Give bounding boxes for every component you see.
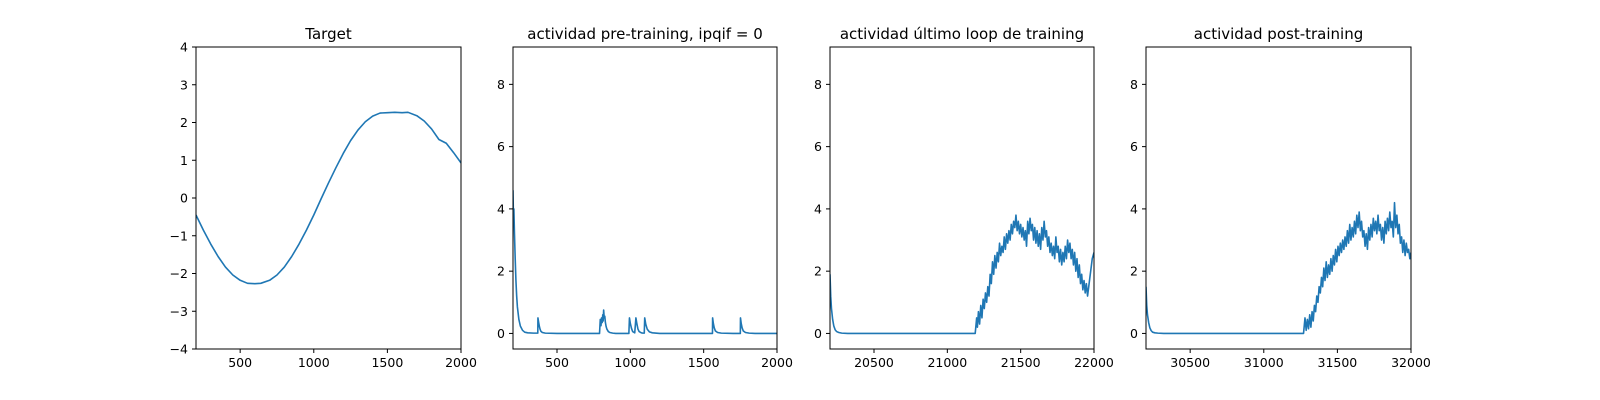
x-tick-label: 32000: [1391, 355, 1431, 370]
x-tick-label: 1500: [688, 355, 720, 370]
series-line: [830, 214, 1094, 335]
subplot-last-training-loop: 20500 21000 21500 22000 0 2 4 6 8 actividad últim…: [814, 25, 1114, 370]
y-tick-label: 0: [497, 326, 505, 341]
y-tick-label: 0: [814, 326, 822, 341]
series-line: [196, 111, 461, 285]
y-tick-label: 6: [1130, 139, 1138, 154]
x-tick-label: 2000: [761, 355, 793, 370]
x-tick-label: 30500: [1170, 355, 1210, 370]
chart-title: actividad post-training: [1194, 25, 1363, 43]
chart-title: Target: [304, 25, 352, 43]
x-tick-label: 1500: [371, 355, 403, 370]
chart-title: actividad pre-training, ipqif = 0: [527, 25, 763, 43]
x-tick-label: 31000: [1244, 355, 1284, 370]
chart-title: actividad último loop de training: [840, 25, 1084, 43]
x-tick-label: 500: [228, 355, 252, 370]
series-line: [1146, 201, 1411, 335]
y-tick-label: 1: [180, 153, 188, 168]
subplot-target: 500 1000 1500 2000 −4 −3 −2 −1 0 1 2 3 4 Target: [170, 25, 477, 370]
subplot-pre-training: 500 1000 1500 2000 0 2 4 6 8 actividad pre-traini…: [497, 25, 793, 370]
series-line: [513, 190, 777, 335]
y-tick-label: 4: [180, 40, 188, 55]
x-tick-label: 2000: [445, 355, 477, 370]
y-tick-label: 4: [497, 201, 505, 216]
axes-frame: [1145, 46, 1412, 350]
x-tick-label: 31500: [1318, 355, 1358, 370]
x-tick-label: 20500: [854, 355, 894, 370]
x-tick-label: 1000: [298, 355, 330, 370]
y-tick-label: 8: [1130, 77, 1138, 92]
x-tick-label: 21500: [1001, 355, 1041, 370]
y-tick-label: 0: [1130, 326, 1138, 341]
y-tick-label: 6: [497, 139, 505, 154]
y-tick-label: 2: [497, 264, 505, 279]
y-tick-label: 4: [1130, 201, 1138, 216]
y-tick-label: 0: [180, 191, 188, 206]
x-tick-label: 21000: [927, 355, 967, 370]
y-tick-label: 3: [180, 77, 188, 92]
y-tick-label: −3: [170, 304, 188, 319]
y-tick-label: 2: [1130, 264, 1138, 279]
y-tick-label: −2: [170, 266, 188, 281]
axes-frame: [512, 46, 778, 350]
axes-frame: [195, 46, 462, 350]
y-tick-label: 8: [497, 77, 505, 92]
y-tick-label: −4: [170, 342, 188, 357]
axes-frame: [829, 46, 1095, 350]
x-tick-label: 22000: [1074, 355, 1114, 370]
y-tick-label: 4: [814, 201, 822, 216]
y-tick-label: −1: [170, 228, 188, 243]
subplot-post-training: 30500 31000 31500 32000 0 2 4 6 8 actividad post-…: [1130, 25, 1431, 370]
y-tick-label: 2: [814, 264, 822, 279]
y-tick-label: 8: [814, 77, 822, 92]
x-tick-label: 1000: [614, 355, 646, 370]
y-tick-label: 6: [814, 139, 822, 154]
y-tick-label: 2: [180, 115, 188, 130]
x-tick-label: 500: [545, 355, 569, 370]
